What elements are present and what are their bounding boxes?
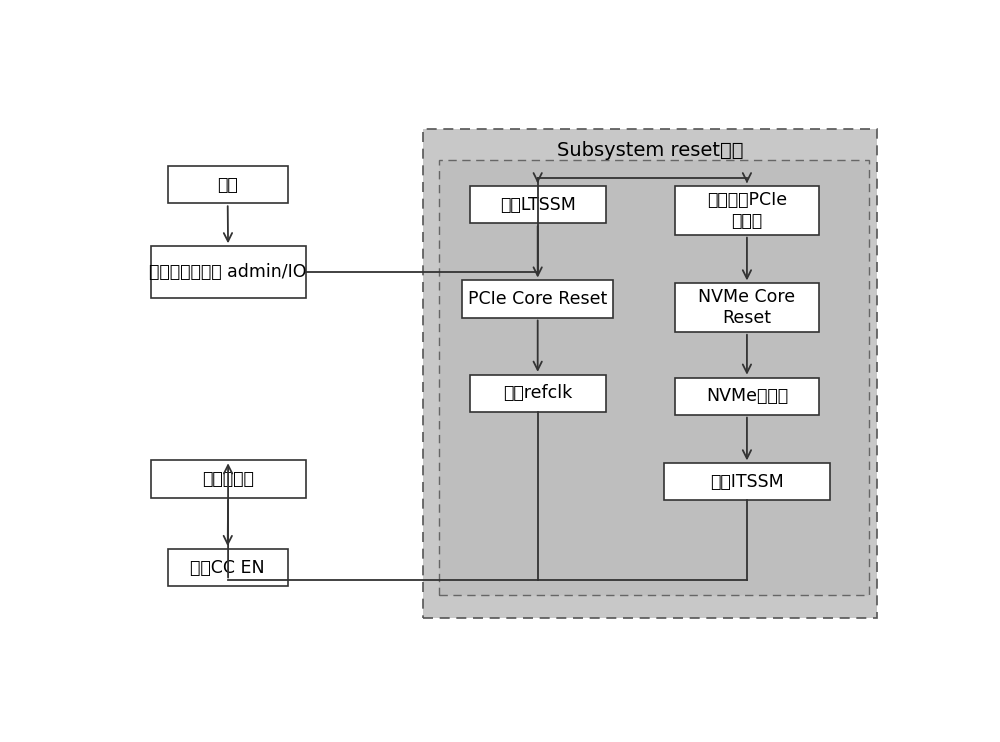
Text: 检测到错误: 检测到错误 <box>202 470 254 488</box>
Bar <box>675 283 819 332</box>
Bar <box>470 186 606 223</box>
Bar <box>439 160 869 594</box>
Text: 开启ITSSM: 开启ITSSM <box>710 473 784 491</box>
Bar <box>664 463 830 500</box>
Bar <box>470 375 606 412</box>
Bar <box>423 129 877 617</box>
Text: NVMe Core
Reset: NVMe Core Reset <box>698 288 796 327</box>
Text: Subsystem reset中断: Subsystem reset中断 <box>557 141 743 160</box>
Bar <box>675 378 819 415</box>
Text: 等待CC EN: 等待CC EN <box>190 559 265 577</box>
Text: PCIe Core Reset: PCIe Core Reset <box>468 290 607 308</box>
Text: 停止LTSSM: 停止LTSSM <box>500 196 576 214</box>
Bar <box>151 460 306 498</box>
Text: 正常处理命令： admin/IO: 正常处理命令： admin/IO <box>149 263 307 281</box>
Text: 等待refclk: 等待refclk <box>503 384 572 402</box>
Bar <box>462 280 613 318</box>
Text: NVMe初始化: NVMe初始化 <box>706 387 788 405</box>
Text: 重新配置PCIe
寄存器: 重新配置PCIe 寄存器 <box>707 191 787 230</box>
Text: 开始: 开始 <box>217 176 238 194</box>
Bar <box>151 246 306 298</box>
Bar <box>168 166 288 203</box>
Bar <box>168 549 288 586</box>
Bar <box>675 186 819 234</box>
